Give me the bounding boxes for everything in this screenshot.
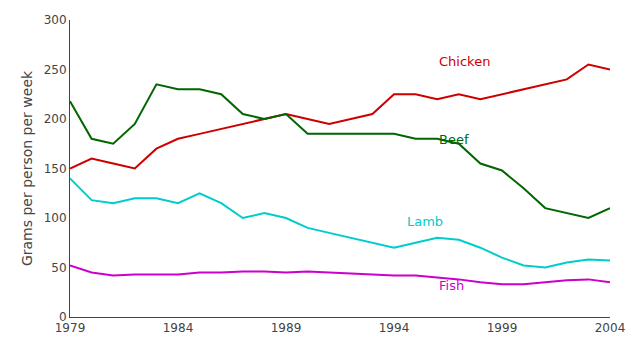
svg-text:250: 250 [44, 63, 67, 77]
svg-text:Lamb: Lamb [407, 214, 443, 229]
svg-text:1984: 1984 [163, 321, 194, 335]
svg-text:150: 150 [44, 162, 67, 176]
svg-text:Fish: Fish [439, 278, 464, 293]
svg-text:Beef: Beef [439, 132, 469, 147]
svg-text:2004: 2004 [595, 321, 626, 335]
svg-text:0: 0 [59, 310, 67, 324]
svg-text:1994: 1994 [379, 321, 410, 335]
svg-text:Chicken: Chicken [439, 54, 490, 69]
svg-text:1979: 1979 [55, 321, 86, 335]
svg-text:1989: 1989 [271, 321, 302, 335]
svg-text:200: 200 [44, 112, 67, 126]
svg-text:50: 50 [51, 261, 66, 275]
svg-text:1999: 1999 [487, 321, 518, 335]
svg-text:100: 100 [44, 211, 67, 225]
svg-text:Grams per person per week: Grams per person per week [19, 70, 35, 266]
svg-text:300: 300 [44, 13, 67, 27]
